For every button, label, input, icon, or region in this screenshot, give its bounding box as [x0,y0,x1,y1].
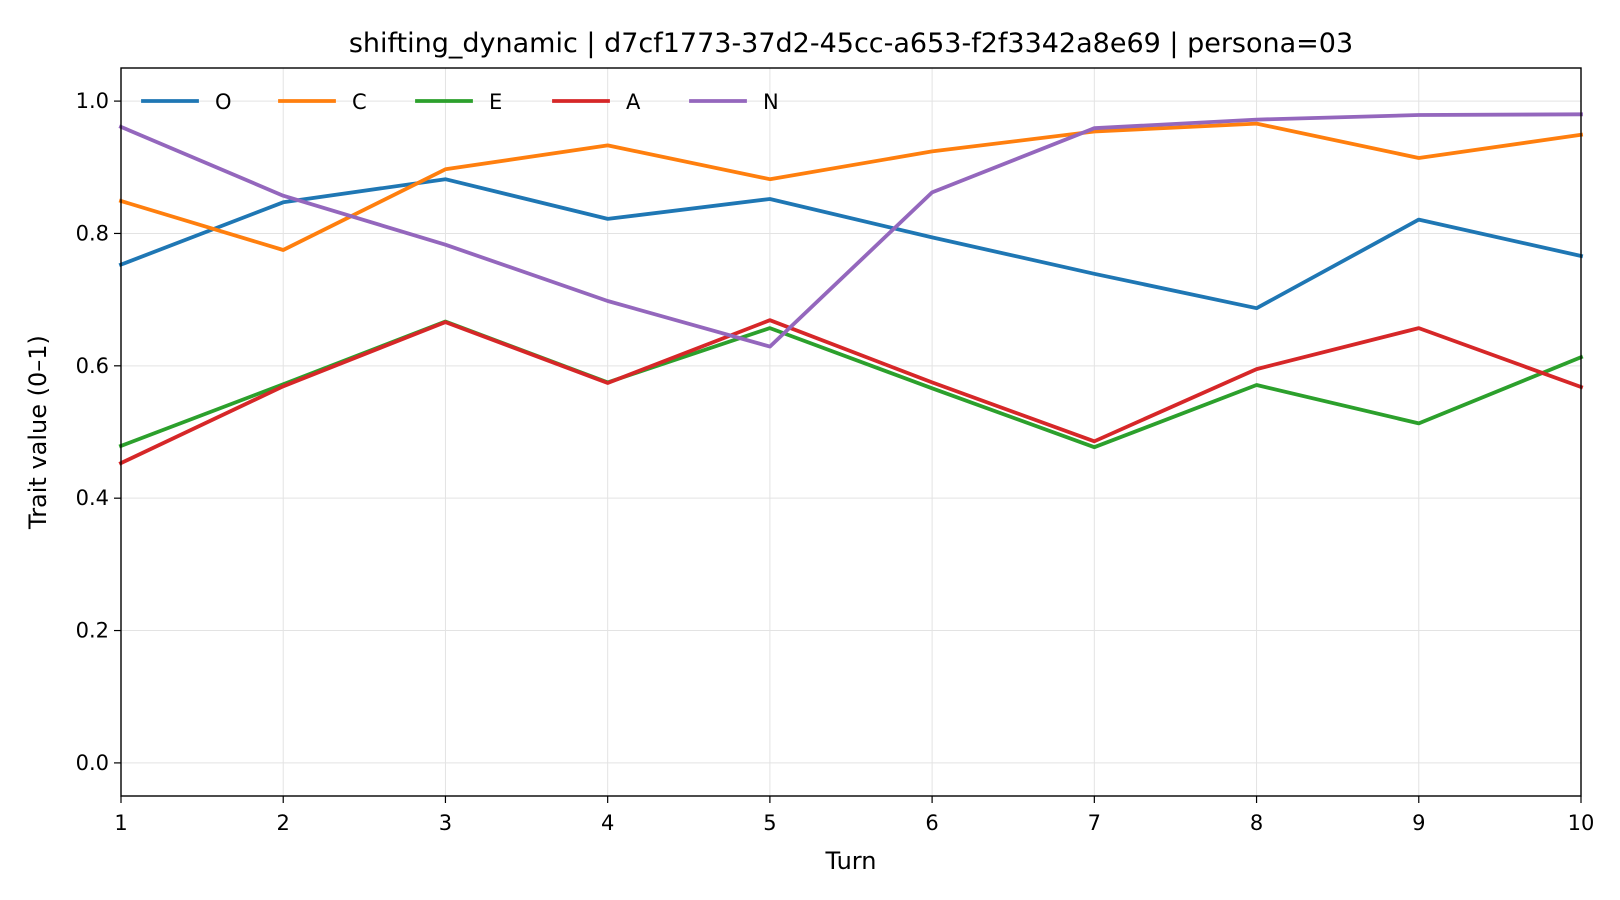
x-tick-label: 4 [601,811,614,835]
grid [120,68,1582,796]
y-tick-label: 0.8 [76,221,109,245]
x-tick-label: 7 [1088,811,1101,835]
x-tick-label: 2 [277,811,290,835]
legend-label: N [763,90,779,114]
series-layer [118,112,1584,466]
y-tick-label: 0.6 [76,354,109,378]
series-line-O [118,177,1584,311]
x-tick-label: 8 [1250,811,1263,835]
y-tick-label: 1.0 [76,89,109,113]
y-axis-label: Trait value (0–1) [24,335,52,530]
series-line-C [118,121,1584,252]
y-tick-label: 0.0 [76,751,109,775]
y-axis: 0.0 0.2 0.4 0.6 0.8 1.0 [76,89,121,775]
series-line-A [118,318,1584,466]
series-line-N [118,112,1583,349]
plot-frame [120,67,1582,797]
x-tick-label: 3 [439,811,452,835]
y-tick-label: 0.4 [76,486,109,510]
legend-label: A [626,90,641,114]
y-tick-label: 0.2 [76,619,109,643]
x-axis: 1 2 3 4 5 6 7 8 9 10 [114,796,1594,835]
x-tick-label: 1 [114,811,127,835]
chart-title: shifting_dynamic | d7cf1773-37d2-45cc-a6… [349,28,1353,59]
legend-label: C [352,90,367,114]
x-tick-label: 6 [925,811,938,835]
legend-label: E [489,90,502,114]
x-tick-label: 5 [763,811,776,835]
x-tick-label: 9 [1412,811,1425,835]
legend-label: O [215,90,232,114]
x-axis-label: Turn [825,847,877,875]
series-line-E [118,319,1584,450]
x-tick-label: 10 [1568,811,1595,835]
